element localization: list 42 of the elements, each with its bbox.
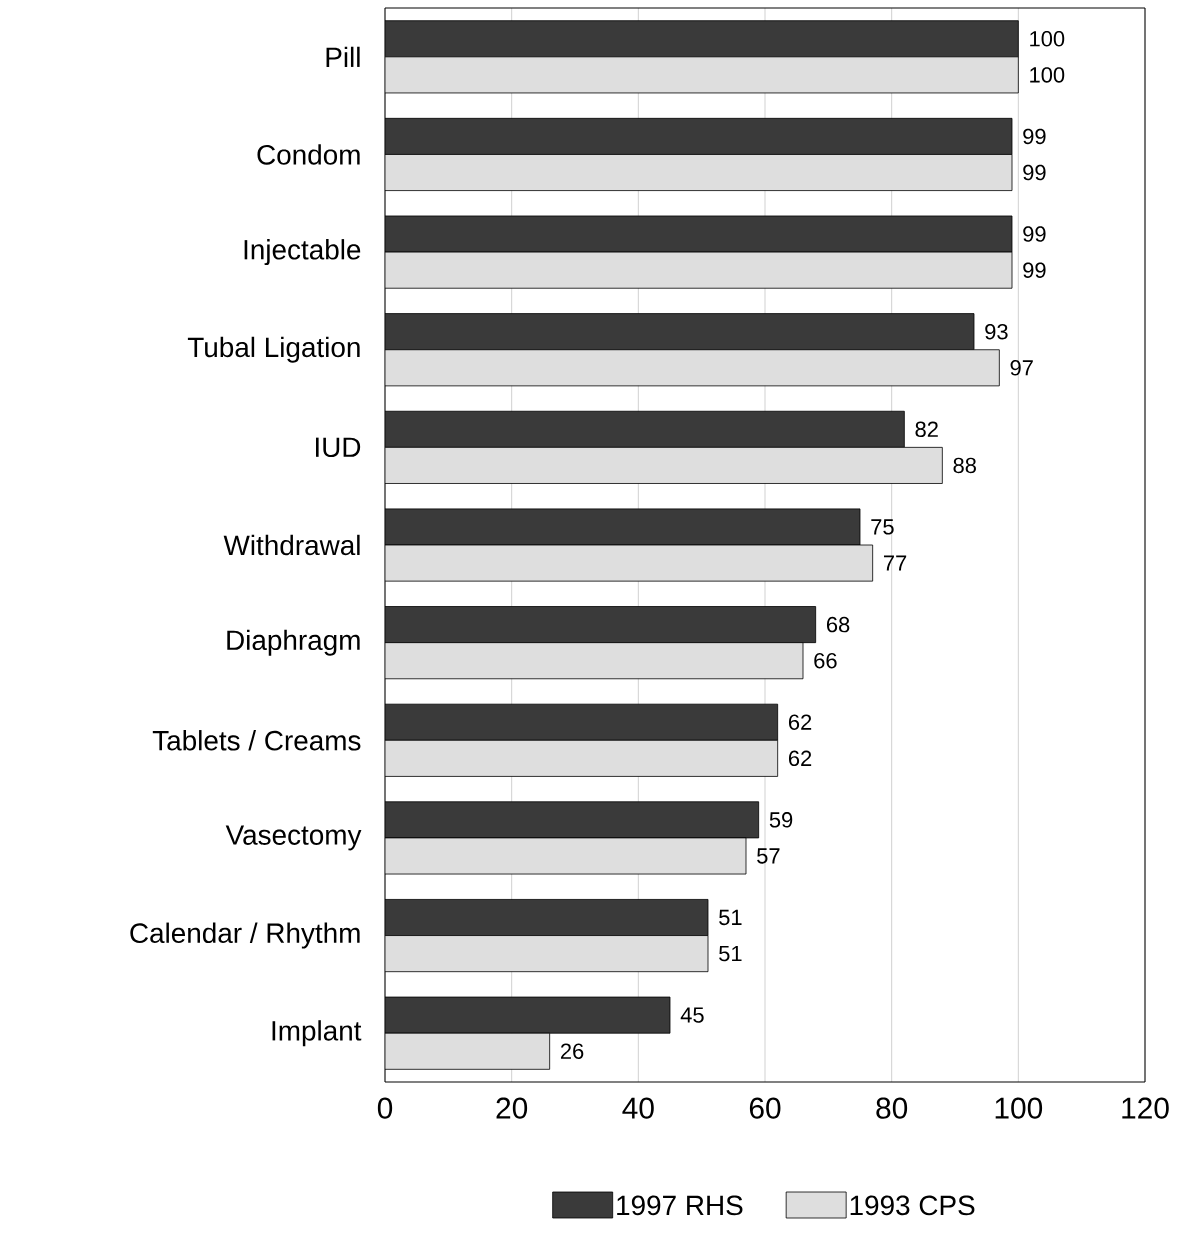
- data-label: 100: [1030, 67, 1065, 83]
- y-tick-label: Injectable: [244, 239, 361, 266]
- data-label: 62: [788, 714, 812, 730]
- data-label: 66: [814, 652, 837, 669]
- data-label: 26: [560, 1043, 584, 1060]
- y-tick-label: Withdrawal: [223, 534, 360, 556]
- x-tick-label: 100: [995, 1097, 1043, 1119]
- legend-label: 1997 RHS: [617, 1195, 743, 1216]
- data-label: 68: [826, 616, 850, 633]
- y-tick-label: Tablets / Creams: [152, 730, 361, 751]
- legend-label: 1993 CPS: [850, 1195, 975, 1216]
- y-tick-label: Pill: [326, 46, 360, 67]
- data-label: 51: [719, 909, 742, 926]
- y-tick-label: IUD: [316, 437, 361, 458]
- x-tick-label: 0: [377, 1097, 393, 1119]
- x-tick-label: 40: [622, 1097, 654, 1119]
- data-label: 75: [871, 519, 894, 535]
- x-tick-label: 20: [496, 1097, 528, 1119]
- data-label: 57: [757, 848, 780, 864]
- data-label: 99: [1023, 262, 1046, 278]
- data-label: 82: [915, 421, 938, 438]
- y-tick-label: Diaphragm: [227, 629, 360, 656]
- y-tick-label: Implant: [272, 1020, 362, 1047]
- data-label: 99: [1023, 164, 1046, 181]
- y-tick-label: Calendar / Rhythm: [130, 922, 360, 949]
- data-label: 99: [1023, 128, 1046, 145]
- x-tick-label: 60: [749, 1097, 781, 1119]
- data-label: 97: [1010, 360, 1033, 376]
- data-label: 51: [719, 945, 742, 962]
- data-label: 59: [769, 812, 793, 828]
- y-tick-label: Condom: [257, 144, 360, 165]
- data-label: 100: [1030, 31, 1065, 47]
- data-label: 93: [985, 323, 1008, 340]
- data-label: 77: [883, 555, 907, 571]
- data-label: 62: [788, 750, 812, 767]
- y-tick-label: Vasectomy: [225, 825, 362, 851]
- data-label: 88: [953, 457, 976, 474]
- x-tick-label: 120: [1122, 1097, 1169, 1119]
- data-label: 45: [680, 1007, 704, 1023]
- y-tick-label: Tubal Ligation: [187, 336, 360, 363]
- data-label: 99: [1023, 226, 1046, 242]
- x-tick-label: 80: [876, 1097, 908, 1119]
